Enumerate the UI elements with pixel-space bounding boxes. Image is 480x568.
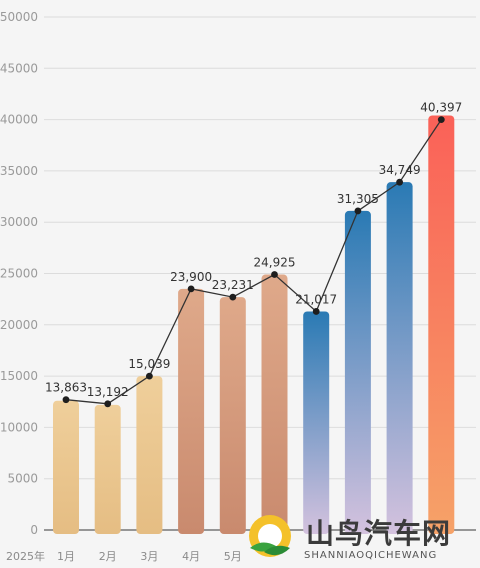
trend-point (312, 308, 320, 315)
bars (53, 115, 455, 534)
trend-point (146, 372, 153, 380)
y-tick-label: 20000 (0, 318, 38, 332)
data-label: 13,192 (87, 385, 129, 399)
y-tick-label: 10000 (0, 420, 38, 434)
data-label: 31,305 (337, 192, 379, 206)
x-axis-ticks: 2025年 1月 2月 3月 4月 5月 (6, 549, 242, 563)
data-label: 13,863 (45, 381, 87, 395)
y-axis-ticks: 0 5000 10000 15000 20000 25000 30000 35000 40000… (0, 10, 38, 537)
trend-point (354, 207, 362, 215)
bar-7 (303, 311, 330, 534)
bar-5 (219, 297, 246, 534)
y-tick-label: 35000 (0, 164, 38, 178)
bar-8 (344, 210, 371, 534)
x-tick-label: 1月 (57, 550, 75, 563)
trend-point (229, 293, 237, 301)
y-tick-label: 15000 (0, 369, 38, 383)
x-tick-label: 2月 (99, 550, 117, 563)
x-tick-label: 5月 (224, 550, 242, 563)
data-label: 15,039 (128, 357, 170, 371)
data-label: 23,900 (170, 270, 212, 284)
y-tick-label: 30000 (0, 215, 38, 229)
trend-point (271, 271, 278, 278)
watermark: 山鸟汽车网 SHANNIAOQICHEWANG (246, 510, 474, 564)
y-tick-label: 40000 (0, 113, 38, 127)
trend-line (62, 116, 445, 408)
trend-point (187, 285, 195, 293)
y-tick-label: 45000 (0, 61, 38, 75)
y-tick-label: 25000 (0, 267, 38, 281)
bar-10 (428, 115, 455, 534)
data-label: 21,017 (295, 292, 337, 306)
watermark-logo-icon (249, 515, 291, 557)
x-tick-label: 4月 (182, 550, 200, 563)
bar-9 (386, 182, 413, 534)
bar-2 (94, 404, 121, 534)
x-tick-label: 3月 (140, 550, 158, 563)
y-tick-label: 5000 (7, 472, 38, 486)
data-label: 23,231 (212, 278, 254, 292)
data-label: 34,749 (379, 163, 421, 177)
data-label: 40,397 (420, 101, 462, 115)
bar-1 (53, 400, 79, 534)
watermark-name: 山鸟汽车网 (306, 517, 452, 550)
bar-4 (178, 288, 205, 534)
trend-polyline (65, 119, 442, 405)
trend-point (396, 178, 403, 186)
trend-point (437, 116, 445, 123)
year-label: 2025年 (6, 549, 45, 563)
bar-6 (261, 274, 288, 534)
watermark-latin: SHANNIAOQICHEWANG (304, 550, 438, 561)
trend-point (62, 396, 70, 404)
bar-3 (136, 376, 163, 534)
trend-point (104, 400, 112, 408)
y-tick-label: 0 (30, 523, 38, 537)
y-tick-label: 50000 (0, 10, 38, 24)
data-label: 24,925 (254, 256, 296, 270)
